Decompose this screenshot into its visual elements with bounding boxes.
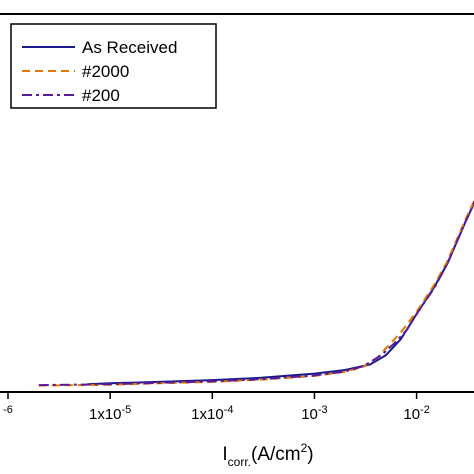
series-line-0 (87, 201, 474, 386)
series-line-1 (38, 198, 474, 387)
x-tick-label-3: 10-3 (301, 404, 327, 423)
x-tick-label-2: 1x10-4 (191, 404, 233, 423)
x-axis: -6 1x10-5 1x10-4 10-3 10-2 (3, 392, 430, 423)
x-tick-label-4: 10-2 (403, 404, 429, 423)
legend-label-1: #2000 (82, 62, 129, 81)
x-axis-title-text: Icorr.(A/cm2) (222, 441, 313, 469)
legend-label-0: As Received (82, 38, 177, 57)
plot-frame (0, 13, 474, 393)
legend-label-2: #200 (82, 86, 120, 105)
x-axis-title: Icorr.(A/cm2) (222, 441, 313, 469)
series-line-2 (38, 200, 474, 387)
legend: As Received #2000 #200 (10, 23, 217, 109)
series-layer (38, 198, 474, 387)
x-tick-label-0: -6 (3, 404, 13, 416)
x-tick-label-1: 1x10-5 (89, 404, 131, 423)
